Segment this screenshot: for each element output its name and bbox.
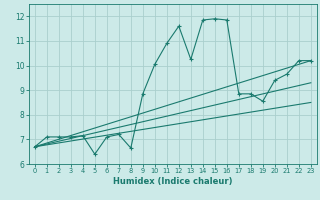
X-axis label: Humidex (Indice chaleur): Humidex (Indice chaleur) xyxy=(113,177,233,186)
